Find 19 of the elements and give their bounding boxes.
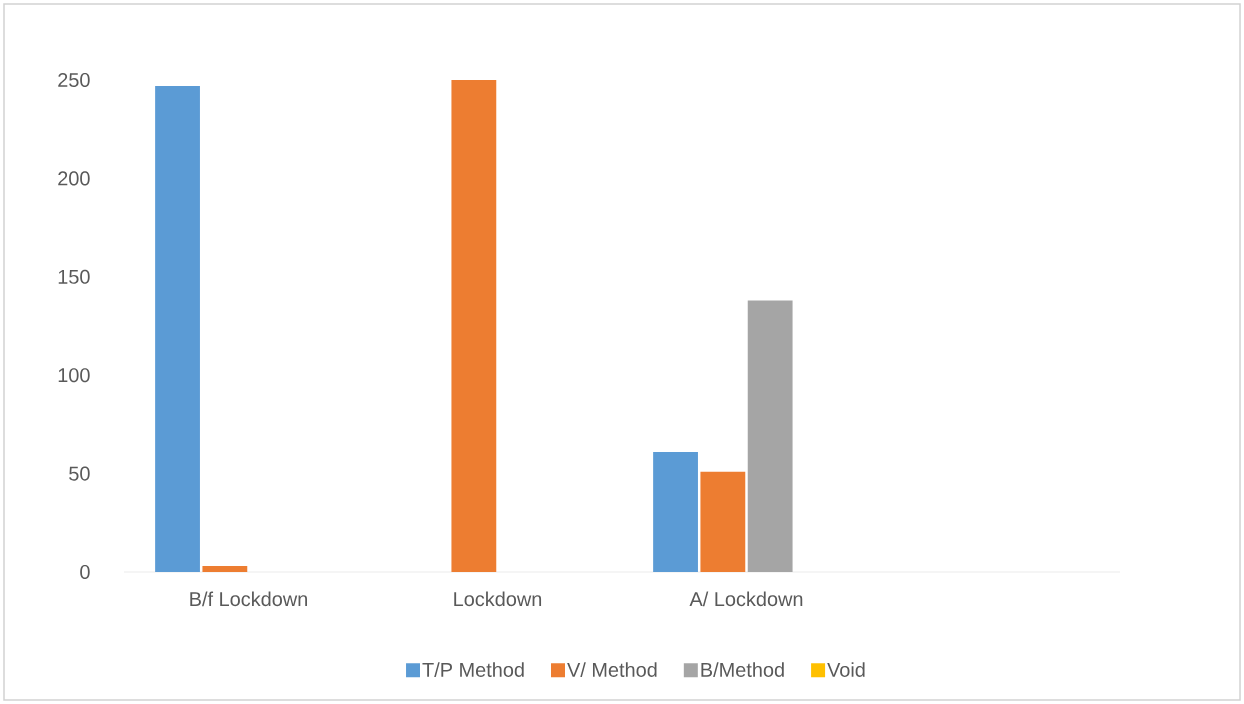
y-tick-label: 200: [58, 171, 90, 186]
x-tick-label: B/f Lockdown: [190, 591, 307, 607]
x-tick-label: Lockdown: [454, 591, 542, 607]
legend-label: Void: [827, 662, 865, 677]
x-tick-label: A/ Lockdown: [689, 591, 803, 607]
bar: [155, 85, 200, 572]
legend-label: T/P Method: [422, 662, 524, 677]
bar: [700, 471, 746, 572]
legend-label: B/Method: [701, 662, 784, 677]
bar: [202, 566, 248, 572]
y-tick-label: 150: [58, 269, 90, 284]
bar: [451, 80, 497, 572]
legend-label: V/ Method: [567, 662, 657, 677]
y-tick-label: 0: [80, 564, 90, 580]
bar: [747, 300, 793, 572]
y-tick-label: 100: [58, 368, 90, 383]
y-tick-label: 250: [58, 72, 90, 88]
y-tick-label: 50: [69, 466, 90, 481]
bar: [653, 451, 698, 572]
